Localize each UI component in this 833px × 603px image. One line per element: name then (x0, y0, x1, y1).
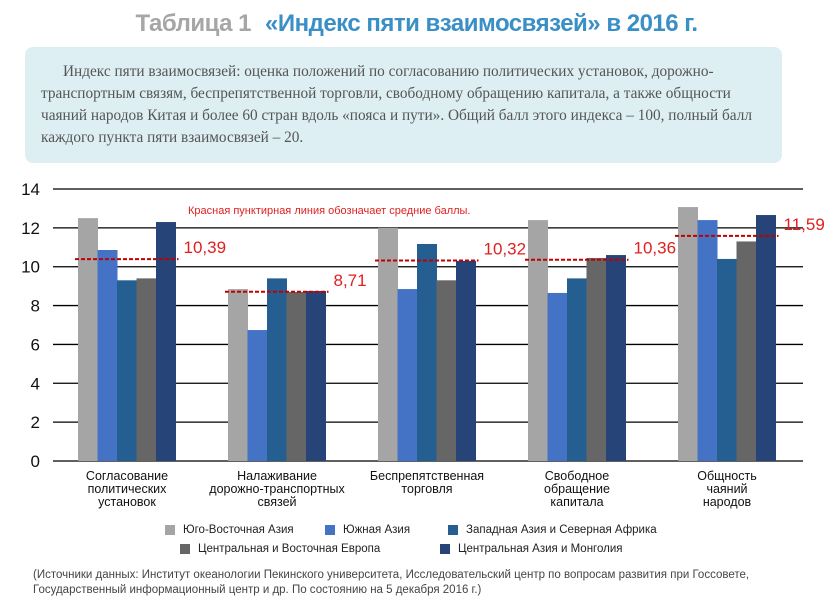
bar (397, 289, 418, 461)
bar (436, 280, 457, 461)
source-note: (Источники данных: Институт океанологии … (33, 568, 749, 598)
annotation: Красная пунктирная линия обозначает сред… (188, 205, 471, 217)
bar (717, 258, 737, 461)
page-title: Таблица 1 «Индекс пяти взаимосвязей» в 20… (0, 10, 833, 38)
bar (417, 243, 437, 461)
bar (247, 330, 268, 461)
bar (756, 215, 776, 461)
average-label: 10,39 (184, 238, 227, 257)
legend-item: Юго-Восточная Азия (165, 524, 294, 536)
bar (586, 257, 607, 461)
y-tick-label: 0 (31, 452, 40, 471)
x-tick-label: дорожно-транспортных (209, 482, 345, 496)
y-tick-label: 4 (31, 374, 40, 393)
x-tick-label: связей (257, 495, 296, 509)
y-tick-label: 6 (31, 335, 40, 354)
bar (306, 291, 326, 461)
legend-swatch (165, 525, 175, 535)
legend-label: Юго-Восточная Азия (183, 524, 294, 536)
bar (606, 255, 626, 461)
description-box: Индекс пяти взаимосвязей: оценка положен… (25, 47, 782, 163)
bar (156, 222, 176, 461)
y-tick-label: 2 (31, 413, 40, 432)
y-tick-label: 8 (31, 297, 40, 316)
x-tick-label: чаяний (706, 482, 747, 496)
x-tick-label: капитала (550, 495, 603, 509)
x-tick-label: народов (703, 495, 752, 509)
bar (456, 260, 476, 461)
x-tick-label: установок (98, 495, 156, 509)
description-text: Индекс пяти взаимосвязей: оценка положен… (41, 63, 752, 146)
legend-label: Западная Азия и Северная Африка (466, 524, 657, 536)
y-tick-label: 12 (21, 219, 40, 238)
average-label: 10,32 (484, 239, 527, 258)
y-tick-label: 10 (21, 258, 40, 277)
bar (567, 278, 587, 461)
bar (97, 250, 118, 461)
bar (697, 220, 718, 461)
bar (78, 218, 98, 461)
x-tick-label: Беспрепятственная (370, 469, 484, 483)
average-label: 11,59 (784, 215, 825, 234)
legend-item: Центральная Азия и Монголия (440, 543, 623, 555)
table-number: Таблица 1 (135, 10, 251, 37)
bar (267, 278, 287, 461)
x-tick-label: обращение (544, 482, 610, 496)
x-tick-label: Общность (697, 469, 757, 483)
legend-swatch (325, 525, 335, 535)
bar (117, 280, 137, 461)
bar (136, 278, 157, 461)
title-text: «Индекс пяти взаимосвязей» в 2016 г. (264, 10, 698, 37)
legend-item: Южная Азия (325, 524, 410, 536)
bar (528, 220, 548, 461)
legend-swatch (440, 544, 450, 554)
average-label: 10,36 (634, 239, 677, 258)
legend-label: Центральная и Восточная Европа (198, 543, 381, 555)
legend-swatch (180, 544, 190, 554)
bar (678, 207, 698, 461)
legend-label: Южная Азия (343, 524, 411, 536)
bar (228, 289, 248, 461)
legend-item: Западная Азия и Северная Африка (448, 524, 657, 536)
average-label: 8,71 (334, 271, 367, 290)
source-line: (Источники данных: Институт океанологии … (33, 569, 750, 581)
x-tick-label: политических (88, 482, 168, 496)
bar (286, 291, 307, 461)
x-tick-label: торговля (401, 482, 452, 496)
legend-item: Центральная и Восточная Европа (180, 543, 380, 555)
bar (736, 241, 757, 461)
legend-label: Центральная Азия и Монголия (458, 543, 623, 555)
x-tick-label: Согласование (86, 469, 168, 483)
x-tick-label: Свободное (545, 469, 609, 483)
bar (547, 292, 568, 461)
source-line: Государственный информационный центр и д… (33, 584, 482, 596)
bar (378, 227, 398, 461)
x-tick-label: Налаживание (237, 469, 317, 483)
y-tick-label: 14 (21, 180, 40, 199)
legend-swatch (448, 525, 458, 535)
